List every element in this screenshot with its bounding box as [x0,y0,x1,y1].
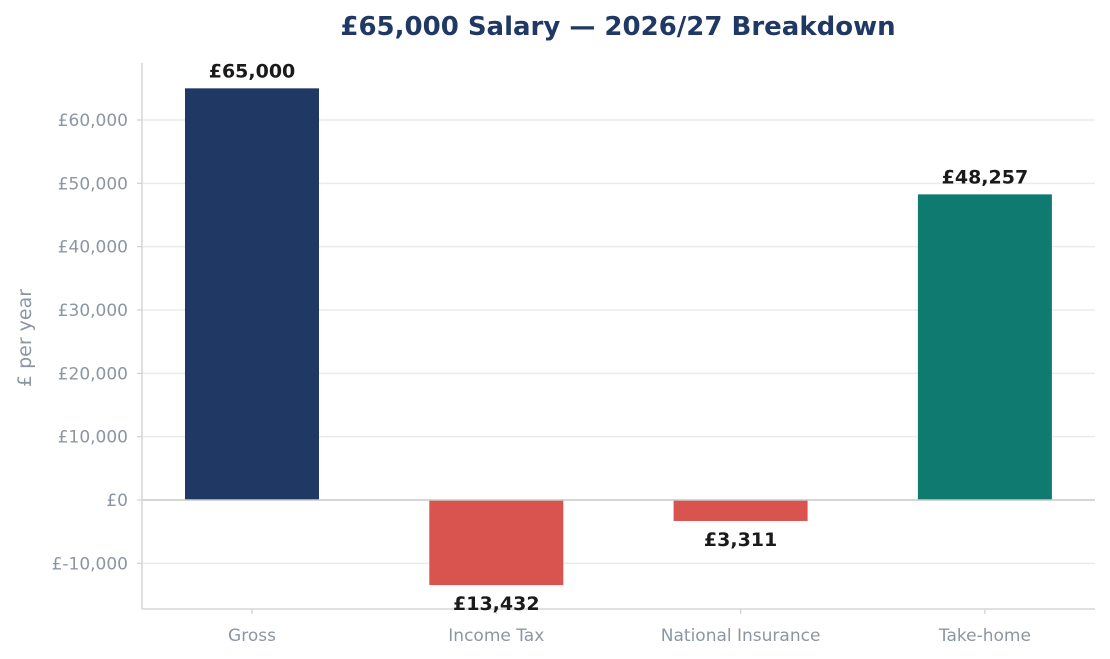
x-tick-label: National Insurance [661,626,821,646]
y-axis-label: £ per year [14,289,36,387]
bar [185,88,319,500]
y-tick-label: £60,000 [58,111,128,131]
bar-value-label: £48,257 [942,166,1029,188]
y-tick-label: £40,000 [58,238,128,258]
bar [673,500,808,521]
x-tick-label: Income Tax [448,626,544,646]
y-tick-label: £50,000 [58,174,128,194]
y-tick-label: £30,000 [58,301,128,321]
x-tick-label: Gross [228,626,276,646]
x-tick-label: Take-home [938,626,1031,646]
y-tick-label: £10,000 [58,428,128,448]
axes: £-10,000 £0 £10,000 £20,000 £30,000 £40,000 £5… [52,63,1095,646]
bar-value-label: £3,311 [704,529,777,551]
y-tick-label: £0 [106,491,128,511]
data-labels: £65,000 £13,432 £3,311 £48,257 [209,60,1028,615]
bar-value-label: £65,000 [209,60,296,82]
y-tick-label: £-10,000 [52,554,128,574]
bar [917,194,1052,501]
y-tick-label: £20,000 [58,364,128,384]
bar-value-label: £13,432 [453,593,540,615]
chart-title: £65,000 Salary — 2026/27 Breakdown [340,12,895,42]
bars [185,88,1052,586]
bar [429,500,564,586]
